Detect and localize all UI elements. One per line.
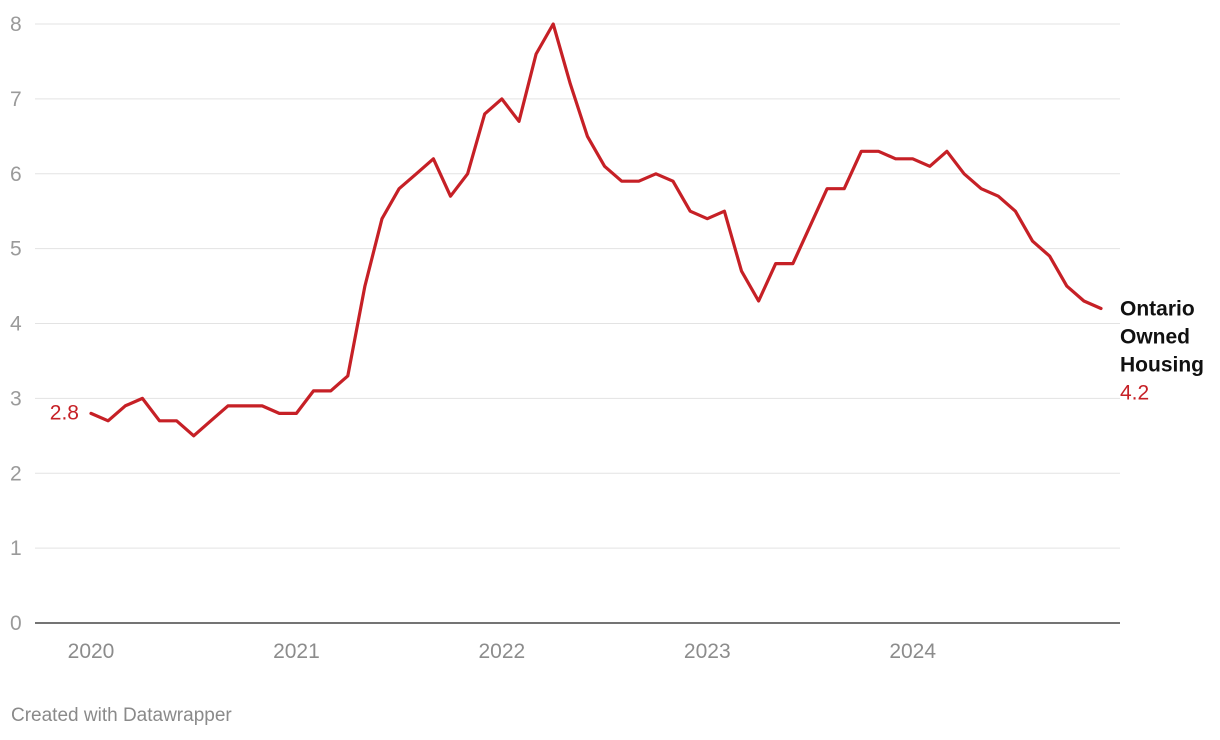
y-tick-label: 8: [10, 13, 22, 36]
y-tick-label: 0: [10, 612, 22, 635]
series-labels: 2.8 Ontario Owned Housing 4.2: [50, 298, 1204, 425]
x-tick-label: 2023: [684, 640, 731, 663]
series-layer: [89, 22, 1103, 438]
x-tick-label: 2021: [273, 640, 320, 663]
y-tick-label: 6: [10, 163, 22, 186]
end-value-label: 4.2: [1120, 382, 1149, 405]
x-tick-label: 2020: [68, 640, 115, 663]
x-tick-label: 2024: [889, 640, 936, 663]
start-value-label: 2.8: [50, 401, 79, 424]
gridlines: [35, 23, 1120, 549]
credit-text: Created with Datawrapper: [11, 705, 232, 726]
y-tick-label: 2: [10, 462, 22, 485]
y-tick-label: 1: [10, 537, 22, 560]
y-tick-label: 3: [10, 387, 22, 410]
series-name-label: Owned: [1120, 326, 1190, 349]
series-name-label: Ontario: [1120, 298, 1195, 321]
series-line: [89, 22, 1103, 438]
x-tick-label: 2022: [478, 640, 525, 663]
x-axis-ticks: 2020 2021 2022 2023 2024: [68, 640, 937, 663]
y-tick-label: 4: [10, 313, 22, 336]
y-axis-ticks: 0 1 2 3 4 5 6 7 8: [10, 13, 22, 635]
y-tick-label: 7: [10, 88, 22, 111]
series-name-label: Housing: [1120, 354, 1204, 377]
y-tick-label: 5: [10, 238, 22, 261]
